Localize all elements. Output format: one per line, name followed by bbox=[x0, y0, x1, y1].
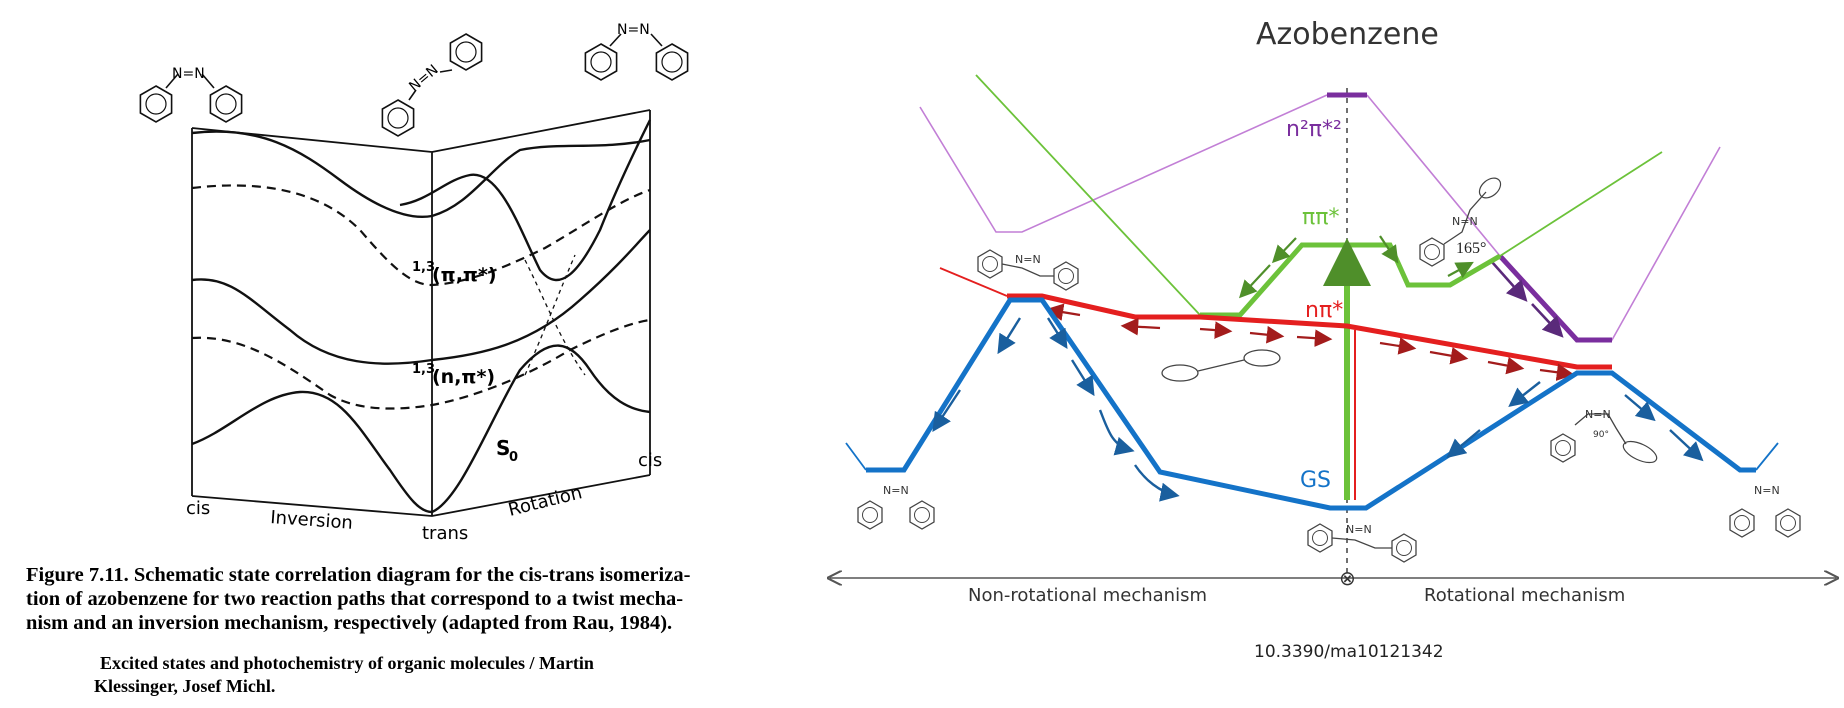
gs-arrow-8 bbox=[1508, 381, 1541, 407]
figure-caption: Figure 7.11. Schematic state correlation… bbox=[26, 563, 826, 635]
gs-arrow-3 bbox=[1046, 317, 1068, 350]
pipi-thin-curve bbox=[975, 74, 1663, 316]
molecule-twisted-90: N=N 90° bbox=[1550, 408, 1658, 464]
npi-arrow-r3 bbox=[1487, 356, 1525, 375]
molecule-cis-left: N=N bbox=[139, 66, 243, 123]
caption-line-1: Schematic state correlation diagram for … bbox=[133, 564, 691, 586]
source-line-1: Excited states and photochemistry of org… bbox=[100, 653, 594, 673]
pipi-arrow-1 bbox=[1238, 264, 1271, 299]
caption-figure-label: Figure 7.11. bbox=[26, 564, 129, 586]
svg-text:N=N: N=N bbox=[617, 22, 650, 38]
gs-thin-ends bbox=[845, 442, 1779, 471]
label-165-angle: 165° bbox=[1456, 240, 1486, 257]
label-pipi: (π,π*) bbox=[432, 264, 497, 286]
right-title: Azobenzene bbox=[1256, 17, 1439, 52]
molecule-planar-mid bbox=[1161, 349, 1281, 382]
label-npi: (n,π*) bbox=[432, 366, 495, 388]
npi-arrow-l3 bbox=[1199, 321, 1233, 339]
pipi-arrow-2 bbox=[1271, 237, 1297, 264]
svg-text:N=N: N=N bbox=[1585, 408, 1611, 421]
caption-line-3: nism and an inversion mechanism, respect… bbox=[26, 612, 673, 634]
svg-text:N=N: N=N bbox=[883, 484, 909, 497]
npi-thick-curve bbox=[1007, 293, 1612, 370]
source-line-2: Klessinger, Josef Michl. bbox=[94, 676, 276, 696]
molecule-top-left: N=N bbox=[977, 249, 1079, 291]
label-npi-right: nπ* bbox=[1305, 298, 1343, 323]
curve-upper-solid bbox=[191, 130, 651, 218]
molecule-bottom-right: N=N bbox=[1729, 484, 1801, 538]
n2pi2-thick-segment bbox=[1498, 254, 1612, 343]
left-correlation-diagram: 1,3 (π,π*) 1,3 (n,π*) S 0 cis Inversion … bbox=[139, 22, 689, 544]
npi-arrow-l5 bbox=[1296, 329, 1333, 347]
axis-rotation: Rotation bbox=[506, 482, 584, 521]
label-npi-sup: 1,3 bbox=[412, 362, 435, 377]
molecule-trans-center: N=N bbox=[381, 33, 483, 137]
npi-arrow-r2 bbox=[1429, 347, 1469, 365]
gs-arrow-10 bbox=[1669, 429, 1704, 462]
npi-thin-left bbox=[939, 267, 1008, 297]
n2pi2-arrow-2 bbox=[1531, 303, 1564, 338]
right-energy-diagram: Azobenzene n²π*² ππ* nπ* bbox=[830, 17, 1836, 662]
caption-line-2: tion of azobenzene for two reaction path… bbox=[26, 588, 684, 610]
n2pi2-arrow-1 bbox=[1491, 261, 1528, 302]
curve-middle-solid bbox=[191, 229, 651, 365]
molecule-bottom-center: N=N bbox=[1307, 523, 1417, 563]
npi-arrow-r4 bbox=[1539, 363, 1575, 381]
curve-upper-dashed bbox=[191, 184, 651, 287]
label-s0: S bbox=[496, 436, 510, 460]
gs-arrow-6 bbox=[1134, 464, 1180, 502]
molecule-bottom-left: N=N bbox=[857, 484, 935, 530]
gs-arrow-2 bbox=[932, 389, 962, 433]
curve-lower-solid-left bbox=[191, 390, 433, 514]
curve-upper-solid-b bbox=[399, 119, 652, 282]
axis-cis-left: cis bbox=[186, 498, 210, 519]
curve-s0-right bbox=[431, 344, 651, 514]
pipi-arrow-3 bbox=[1379, 235, 1399, 264]
diagram-frame bbox=[191, 109, 651, 517]
axis-cis-right: cis bbox=[638, 450, 662, 471]
curve-middle-dashed bbox=[191, 318, 651, 410]
label-90-angle: 90° bbox=[1593, 430, 1609, 440]
npi-arrow-l1 bbox=[1045, 303, 1081, 321]
svg-text:N=N: N=N bbox=[1452, 215, 1478, 228]
npi-arrow-l2 bbox=[1120, 317, 1161, 336]
gs-arrow-1 bbox=[997, 317, 1022, 355]
molecule-cis-right: N=N bbox=[584, 22, 689, 81]
label-gs: GS bbox=[1300, 468, 1331, 493]
label-n2pi2: n²π*² bbox=[1286, 117, 1342, 142]
svg-text:N=N: N=N bbox=[1754, 484, 1780, 497]
axis-trans: trans bbox=[422, 523, 468, 544]
npi-arrow-r1 bbox=[1379, 337, 1417, 355]
book-source: Excited states and photochemistry of org… bbox=[94, 652, 820, 698]
label-s0-sub: 0 bbox=[509, 450, 518, 465]
molecule-rotated-165: 165° N=N bbox=[1419, 177, 1502, 267]
svg-text:N=N: N=N bbox=[1346, 523, 1372, 536]
crossing-dashed bbox=[524, 254, 586, 376]
gs-arrow-7 bbox=[1446, 429, 1481, 459]
doi-label: 10.3390/ma10121342 bbox=[1254, 642, 1444, 662]
axis-right-label: Rotational mechanism bbox=[1424, 585, 1625, 606]
npi-arrow-l4 bbox=[1249, 325, 1285, 344]
svg-text:N=N: N=N bbox=[1015, 253, 1041, 266]
axis-center-symbol: ⊗ bbox=[1339, 566, 1356, 590]
svg-text:N=N: N=N bbox=[406, 62, 441, 95]
axis-inversion: Inversion bbox=[270, 507, 354, 534]
svg-text:N=N: N=N bbox=[172, 66, 205, 82]
label-pipi-right: ππ* bbox=[1302, 205, 1340, 230]
axis-left-label: Non-rotational mechanism bbox=[968, 585, 1207, 606]
gs-arrow-5 bbox=[1098, 409, 1135, 456]
gs-arrow-9 bbox=[1624, 394, 1656, 422]
pipi-arrow-4 bbox=[1447, 261, 1474, 279]
gs-arrow-4 bbox=[1070, 359, 1095, 397]
label-pipi-sup: 1,3 bbox=[412, 260, 435, 275]
